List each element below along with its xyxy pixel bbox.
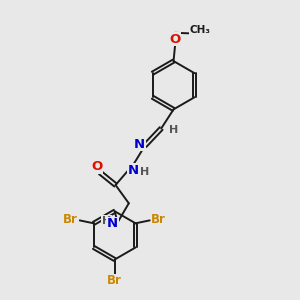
Text: O: O bbox=[169, 33, 181, 46]
Text: H: H bbox=[102, 216, 111, 226]
Text: N: N bbox=[128, 164, 139, 177]
Text: Br: Br bbox=[63, 213, 78, 226]
Text: N: N bbox=[107, 218, 118, 230]
Text: O: O bbox=[91, 160, 102, 173]
Text: N: N bbox=[134, 138, 145, 151]
Text: H: H bbox=[140, 167, 150, 177]
Text: Br: Br bbox=[107, 274, 122, 287]
Text: H: H bbox=[169, 125, 178, 135]
Text: Br: Br bbox=[151, 213, 166, 226]
Text: CH₃: CH₃ bbox=[190, 26, 211, 35]
